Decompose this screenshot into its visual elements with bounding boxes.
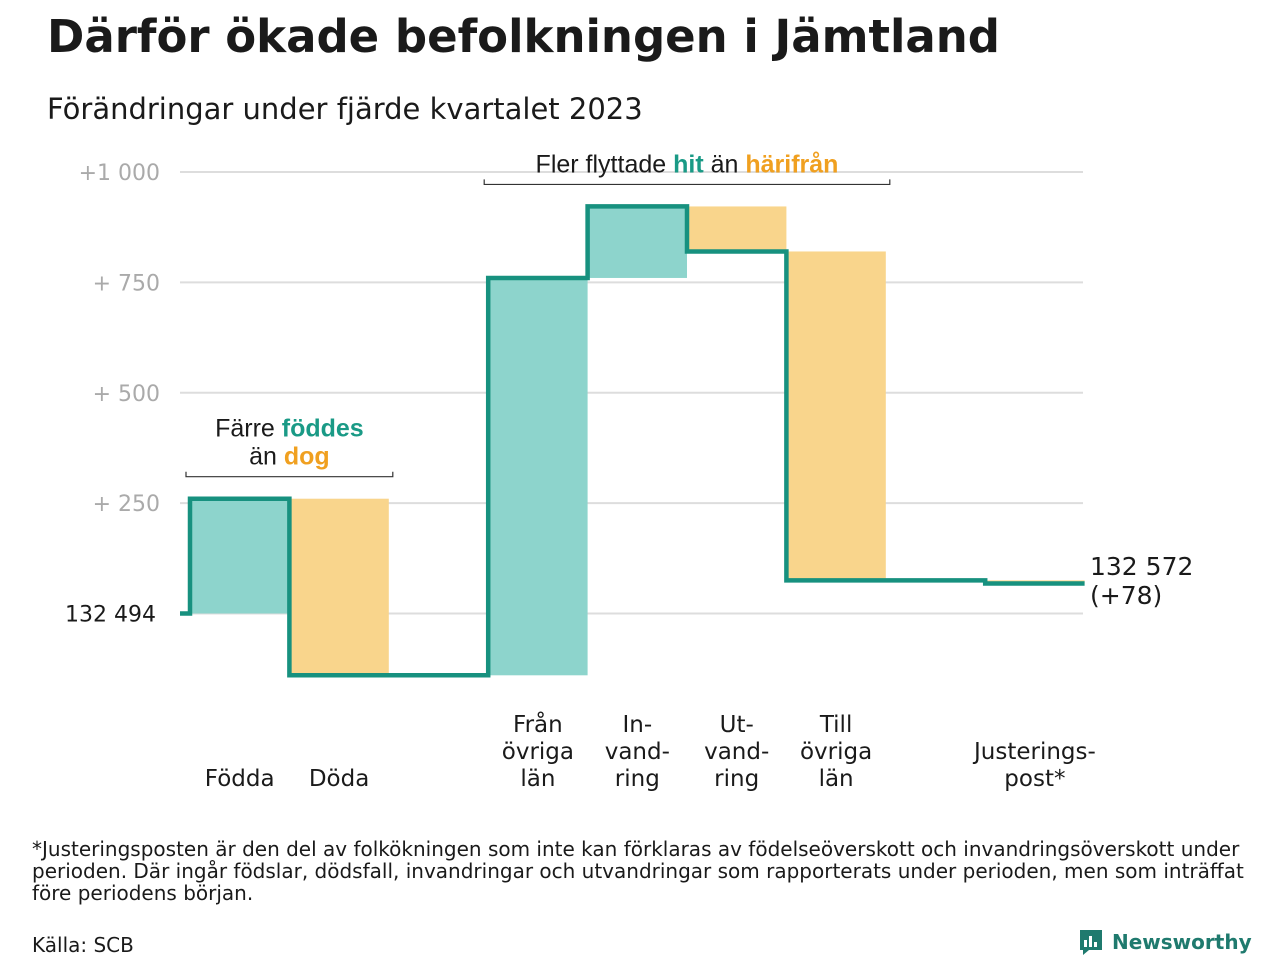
- chart-subtitle: Förändringar under fjärde kvartalet 2023: [47, 92, 643, 126]
- running-total-line: [180, 204, 1085, 678]
- category-label: ring: [714, 766, 759, 792]
- annotation-text: än dog: [249, 443, 330, 471]
- category-label: Justerings-: [972, 739, 1096, 765]
- bar-1: [289, 498, 389, 676]
- brand[interactable]: Newsworthy: [1078, 928, 1252, 956]
- start-value-label: 132 494: [65, 603, 156, 628]
- chart-title: Därför ökade befolkningen i Jämtland: [47, 10, 1001, 63]
- annotation-bracket: [483, 179, 891, 186]
- end-value-label: 132 572: [1090, 552, 1193, 581]
- category-label: In-: [622, 712, 652, 738]
- category-label: vand-: [704, 739, 769, 765]
- annotation-part: dog: [284, 443, 330, 471]
- annotation-bracket: [185, 471, 394, 478]
- bar-5: [687, 206, 787, 252]
- category-label: övriga: [502, 739, 574, 765]
- category-label: län: [819, 766, 854, 792]
- y-tick-label: + 500: [93, 382, 160, 407]
- y-tick-label: +1 000: [79, 161, 160, 186]
- annotation-part: än: [249, 443, 284, 471]
- annotation-part: föddes: [282, 415, 364, 443]
- category-label: Till: [819, 712, 853, 738]
- bar-3: [488, 277, 588, 676]
- category-label: post*: [1004, 766, 1065, 792]
- annotation-part: hit: [673, 150, 704, 178]
- annotation-text: Fler flyttade hit än härifrån: [536, 150, 839, 178]
- annotation-part: Färre: [215, 415, 282, 443]
- bar-0: [190, 498, 290, 614]
- footnote: *Justeringsposten är den del av folkökni…: [32, 837, 1244, 905]
- newsworthy-logo-icon: [1080, 930, 1102, 955]
- bar-6: [786, 251, 886, 581]
- category-label: Födda: [205, 766, 275, 792]
- category-label: övriga: [800, 739, 872, 765]
- annotation-part: Fler flyttade: [536, 150, 674, 178]
- bar-4: [587, 206, 687, 278]
- y-tick-label: + 750: [93, 271, 160, 296]
- annotation-part: än: [704, 150, 746, 178]
- waterfall-chart: +1 000 + 750 + 500 + 250 132 494 Födda Döda Frå…: [65, 150, 1193, 792]
- category-label: Döda: [309, 766, 369, 792]
- category-label: vand-: [605, 739, 670, 765]
- source-label: Källa: SCB: [32, 933, 134, 957]
- category-label: ring: [615, 766, 660, 792]
- category-label: Från: [513, 710, 563, 738]
- category-label: län: [520, 766, 555, 792]
- annotation-part: härifrån: [745, 150, 838, 178]
- y-tick-label: + 250: [93, 492, 160, 517]
- annotation-text: Färre föddes: [215, 415, 364, 443]
- category-label: Ut-: [720, 712, 754, 738]
- end-change-label: (+78): [1090, 581, 1162, 610]
- brand-name: Newsworthy: [1112, 930, 1252, 954]
